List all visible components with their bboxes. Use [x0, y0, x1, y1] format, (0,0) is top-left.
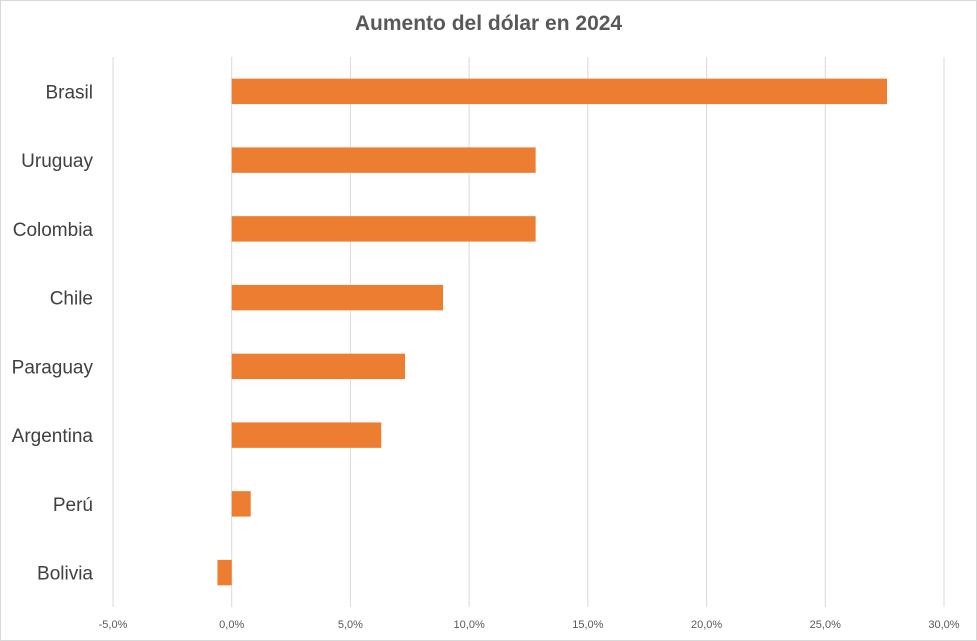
x-tick-labels: -5,0% 0,0% 5,0% 10,0% 15,0% 20,0% 25,0% 30,0% — [99, 619, 960, 631]
category-label: Perú — [53, 495, 93, 516]
category-label: Colombia — [13, 220, 94, 241]
category-label: Uruguay — [21, 151, 93, 172]
category-label: Argentina — [12, 426, 94, 447]
x-tick-label: 15,0% — [572, 619, 603, 631]
bar-chile — [231, 284, 444, 311]
bar-argentina — [231, 422, 382, 448]
category-label: Paraguay — [12, 357, 94, 378]
x-tick-label: 20,0% — [691, 619, 722, 631]
x-tick-label: 0,0% — [219, 619, 244, 631]
x-tick-label: -5,0% — [99, 619, 128, 631]
bar-paraguay — [231, 353, 406, 380]
category-labels: Brasil Uruguay Colombia Chile Paraguay Argent… — [12, 82, 94, 584]
category-label: Brasil — [45, 82, 93, 103]
x-tick-label: 30,0% — [928, 619, 959, 631]
x-tick-label: 5,0% — [338, 619, 363, 631]
chart-title: Aumento del dólar en 2024 — [354, 12, 623, 35]
bar-bolivia — [217, 559, 232, 586]
bar-peru — [231, 491, 251, 517]
category-label: Bolivia — [37, 564, 93, 585]
bar-uruguay — [231, 147, 536, 173]
gridlines — [112, 57, 945, 607]
bar-colombia — [231, 216, 536, 242]
x-tick-label: 10,0% — [454, 619, 485, 631]
category-label: Chile — [50, 289, 93, 310]
x-tick-label: 25,0% — [810, 619, 841, 631]
bar-brasil — [231, 78, 888, 105]
bars — [217, 78, 888, 586]
